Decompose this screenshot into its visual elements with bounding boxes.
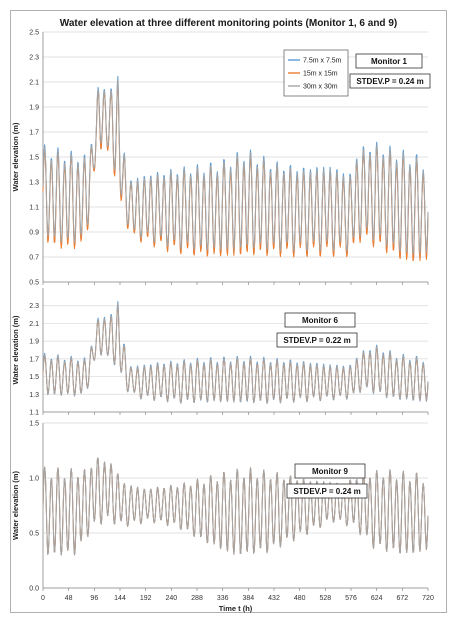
panel-name: Monitor 1 xyxy=(371,57,408,66)
y-tick-label: 2.3 xyxy=(29,303,39,310)
y-axis-label: Water elevation (m) xyxy=(11,315,20,384)
legend-label: 7.5m x 7.5m xyxy=(303,58,342,65)
y-tick-label: 0.5 xyxy=(29,280,39,287)
x-tick-label: 192 xyxy=(140,595,152,602)
stdev-label: STDEV.P = 0.24 m xyxy=(293,487,360,496)
y-tick-label: 1.3 xyxy=(29,392,39,399)
x-tick-label: 480 xyxy=(294,595,306,602)
stdev-label: STDEV.P = 0.22 m xyxy=(283,336,350,345)
x-axis-label: Time t (h) xyxy=(219,604,253,613)
y-axis-label: Water elevation (m) xyxy=(11,471,20,540)
y-tick-label: 2.1 xyxy=(29,321,39,328)
x-tick-label: 240 xyxy=(165,595,177,602)
legend-label: 15m x 15m xyxy=(303,71,338,78)
y-tick-label: 1.5 xyxy=(29,421,39,428)
panel-name-box xyxy=(294,463,366,479)
stdev-box xyxy=(276,332,358,348)
x-tick-label: 144 xyxy=(114,595,126,602)
y-tick-label: 1.7 xyxy=(29,356,39,363)
stdev-box xyxy=(286,483,368,499)
series-line-3 xyxy=(42,457,429,556)
panel-2: 1.1 1.3 1.5 1.7 1.9 2.1 2.3 Water elevation (m)… xyxy=(11,288,429,417)
panel-3: 0.0 0.5 1.0 1.5 Water elevation (m) Monitor 9… xyxy=(11,421,429,593)
y-axis-label: Water elevation (m) xyxy=(11,122,20,191)
panel-name: Monitor 9 xyxy=(312,467,349,476)
y-tick-label: 0.7 xyxy=(29,255,39,262)
x-tick-label: 336 xyxy=(217,595,229,602)
y-tick-label: 1.5 xyxy=(29,374,39,381)
y-tick-label: 2.5 xyxy=(29,30,39,37)
y-tick-label: 1.9 xyxy=(29,105,39,112)
series-line-3 xyxy=(42,79,429,255)
x-tick-label: 672 xyxy=(396,595,408,602)
figure-frame xyxy=(10,10,447,613)
y-tick-label: 2.3 xyxy=(29,55,39,62)
x-tick-label: 528 xyxy=(319,595,331,602)
y-tick-label: 1.7 xyxy=(29,130,39,137)
y-tick-label: 0.0 xyxy=(29,586,39,593)
y-tick-label: 1.1 xyxy=(29,410,39,417)
x-tick-label: 384 xyxy=(242,595,254,602)
y-tick-label: 1.1 xyxy=(29,205,39,212)
x-tick-label: 720 xyxy=(422,595,434,602)
x-tick-label: 576 xyxy=(345,595,357,602)
y-tick-label: 1.0 xyxy=(29,476,39,483)
x-tick-label: 624 xyxy=(371,595,383,602)
y-tick-label: 1.3 xyxy=(29,180,39,187)
series-line-2 xyxy=(42,82,429,262)
y-tick-label: 0.5 xyxy=(29,531,39,538)
legend: 7.5m x 7.5m 15m x 15m 30m x 30m xyxy=(283,49,349,97)
x-tick-label: 0 xyxy=(41,595,45,602)
panel-1: 0.5 0.7 0.9 1.1 1.3 1.5 1.7 1.9 2.1 2.3 2.5 Water e… xyxy=(11,30,431,287)
panel-name-box xyxy=(355,53,423,69)
x-tick-label: 288 xyxy=(191,595,203,602)
x-tick-label: 432 xyxy=(268,595,280,602)
legend-label: 30m x 30m xyxy=(303,84,338,91)
stdev-box xyxy=(349,73,431,89)
y-tick-label: 2.1 xyxy=(29,80,39,87)
y-tick-label: 1.5 xyxy=(29,155,39,162)
chart-title: Water elevation at three different monit… xyxy=(59,18,398,29)
y-tick-label: 0.9 xyxy=(29,230,39,237)
y-tick-label: 1.9 xyxy=(29,339,39,346)
series-line-1 xyxy=(42,75,429,260)
panel-name-box xyxy=(284,312,356,328)
stdev-label: STDEV.P = 0.24 m xyxy=(356,77,423,86)
series-line-3 xyxy=(42,303,429,404)
x-tick-label: 48 xyxy=(65,595,73,602)
x-tick-label: 96 xyxy=(90,595,98,602)
panel-name: Monitor 6 xyxy=(302,316,339,325)
